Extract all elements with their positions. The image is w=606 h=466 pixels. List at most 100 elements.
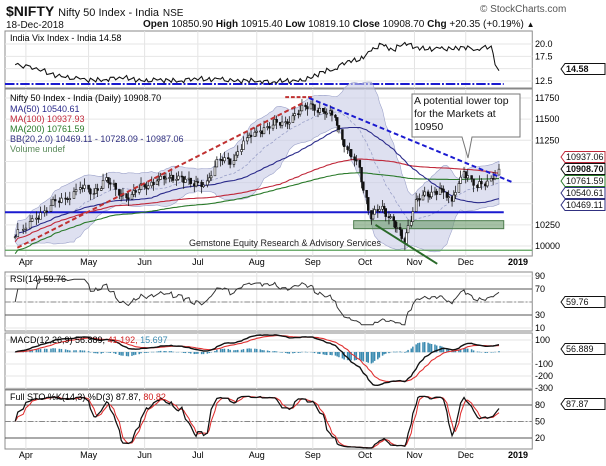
macd-histogram-bar — [189, 352, 192, 354]
candle-body — [291, 115, 295, 123]
vix-line — [14, 41, 500, 85]
macd-histogram-bar — [170, 351, 173, 353]
candle-body — [389, 216, 392, 219]
candle-body — [255, 130, 258, 133]
x-axis-label: 2019 — [508, 257, 528, 267]
candle-body — [358, 159, 362, 168]
price-axis-tick: 11750 — [535, 93, 559, 103]
macd-histogram-bar — [388, 352, 390, 354]
candle-body — [470, 175, 473, 180]
candle-body — [72, 191, 76, 199]
x-axis-label: Apr — [19, 450, 33, 460]
sto-axis-tick: 20 — [535, 433, 545, 443]
macd-axis-tick: -300 — [535, 383, 553, 393]
chart-title: $NIFTY Nifty 50 Index - India NSE — [6, 3, 183, 20]
macd-histogram-bar — [134, 352, 137, 355]
macd-histogram-bar — [206, 352, 209, 354]
candle-body — [175, 178, 178, 181]
macd-histogram-bar — [120, 352, 122, 356]
macd-histogram-bar — [317, 352, 319, 354]
candle-body — [410, 221, 413, 226]
macd-histogram-bar — [188, 352, 190, 354]
annotation-text: A potential lower top for the Markets at… — [414, 95, 509, 133]
macd-histogram-bar — [93, 352, 95, 354]
candle-body — [146, 185, 150, 189]
low-value: 10819.10 — [308, 19, 350, 30]
macd-histogram-bar — [52, 348, 54, 353]
macd-histogram-bar — [453, 350, 455, 353]
watermark: Gemstone Equity Research & Advisory Serv… — [189, 238, 382, 248]
macd-histogram-bar — [95, 352, 97, 354]
macd-histogram-bar — [454, 350, 457, 353]
candle-body — [406, 225, 410, 234]
candle-body — [394, 220, 397, 228]
vix-axis-tick: 17.5 — [535, 51, 553, 61]
macd-histogram-bar — [197, 352, 199, 354]
macd-histogram-bar — [261, 350, 263, 353]
candle-body — [68, 198, 72, 200]
candle-body — [322, 108, 325, 112]
candle-body — [107, 177, 110, 184]
candle-body — [392, 216, 395, 221]
macd-histogram-bar — [109, 352, 112, 353]
candle-body — [43, 210, 46, 213]
candle-body — [378, 209, 381, 212]
macd-value: MACD(12,26,9) 56.889, — [10, 335, 105, 345]
macd-histogram-bar — [470, 349, 473, 353]
candle-body — [189, 177, 192, 184]
macd-histogram-bar — [498, 351, 500, 353]
candle-body — [395, 227, 399, 229]
ma100-line — [14, 158, 500, 243]
candle-body — [16, 229, 20, 238]
candle-body — [168, 177, 171, 179]
support-zone — [353, 220, 505, 230]
macd-hist: 15.697 — [140, 335, 168, 345]
macd-histogram-bar — [385, 352, 387, 354]
macd-histogram-bar — [281, 352, 283, 353]
x-axis-label: Oct — [358, 450, 373, 460]
macd-histogram-bar — [275, 351, 278, 353]
macd-histogram-bar — [427, 342, 429, 353]
sto-axis-tick: 50 — [535, 417, 545, 427]
macd-histogram-bar — [236, 349, 239, 353]
macd-histogram-bar — [410, 348, 413, 353]
macd-histogram-bar — [165, 351, 167, 353]
macd-histogram-bar — [446, 348, 448, 353]
candle-body — [236, 151, 239, 156]
macd-histogram-bar — [422, 342, 424, 353]
candle-body — [323, 111, 327, 114]
macd-histogram-bar — [464, 348, 467, 353]
candle-body — [125, 193, 128, 199]
candle-body — [367, 197, 370, 211]
macd-signal: 41.192, — [108, 335, 138, 345]
macd-histogram-bar — [143, 352, 146, 353]
price-last-label-box — [560, 163, 606, 175]
candle-body — [134, 190, 137, 193]
candle-body — [459, 176, 462, 184]
candle-body — [497, 168, 501, 176]
candle-body — [398, 227, 402, 230]
macd-histogram-bar — [304, 351, 307, 353]
brand-logo: © StockCharts.com — [480, 4, 567, 15]
plot-area — [4, 30, 533, 450]
macd-histogram-bar — [430, 344, 433, 353]
macd-histogram-bar — [263, 350, 265, 353]
candle-body — [87, 184, 90, 190]
candle-body — [325, 112, 328, 115]
candle-body — [489, 178, 493, 182]
macd-histogram-bar — [79, 350, 82, 353]
macd-histogram-bar — [182, 352, 185, 353]
bb-lower-last-label: 10469.11 — [566, 200, 603, 210]
rsi-last-label-box — [560, 296, 606, 308]
macd-histogram-bar — [50, 348, 52, 353]
macd-histogram-bar — [362, 352, 365, 362]
volume-legend: Volume undef — [10, 144, 66, 154]
candle-body — [209, 175, 213, 179]
macd-histogram-bar — [286, 352, 289, 354]
macd-histogram-bar — [113, 352, 115, 354]
ma200-last-label-box — [560, 175, 606, 187]
macd-last-label-box — [560, 343, 606, 355]
candle-body — [330, 110, 334, 116]
candle-body — [355, 159, 358, 162]
